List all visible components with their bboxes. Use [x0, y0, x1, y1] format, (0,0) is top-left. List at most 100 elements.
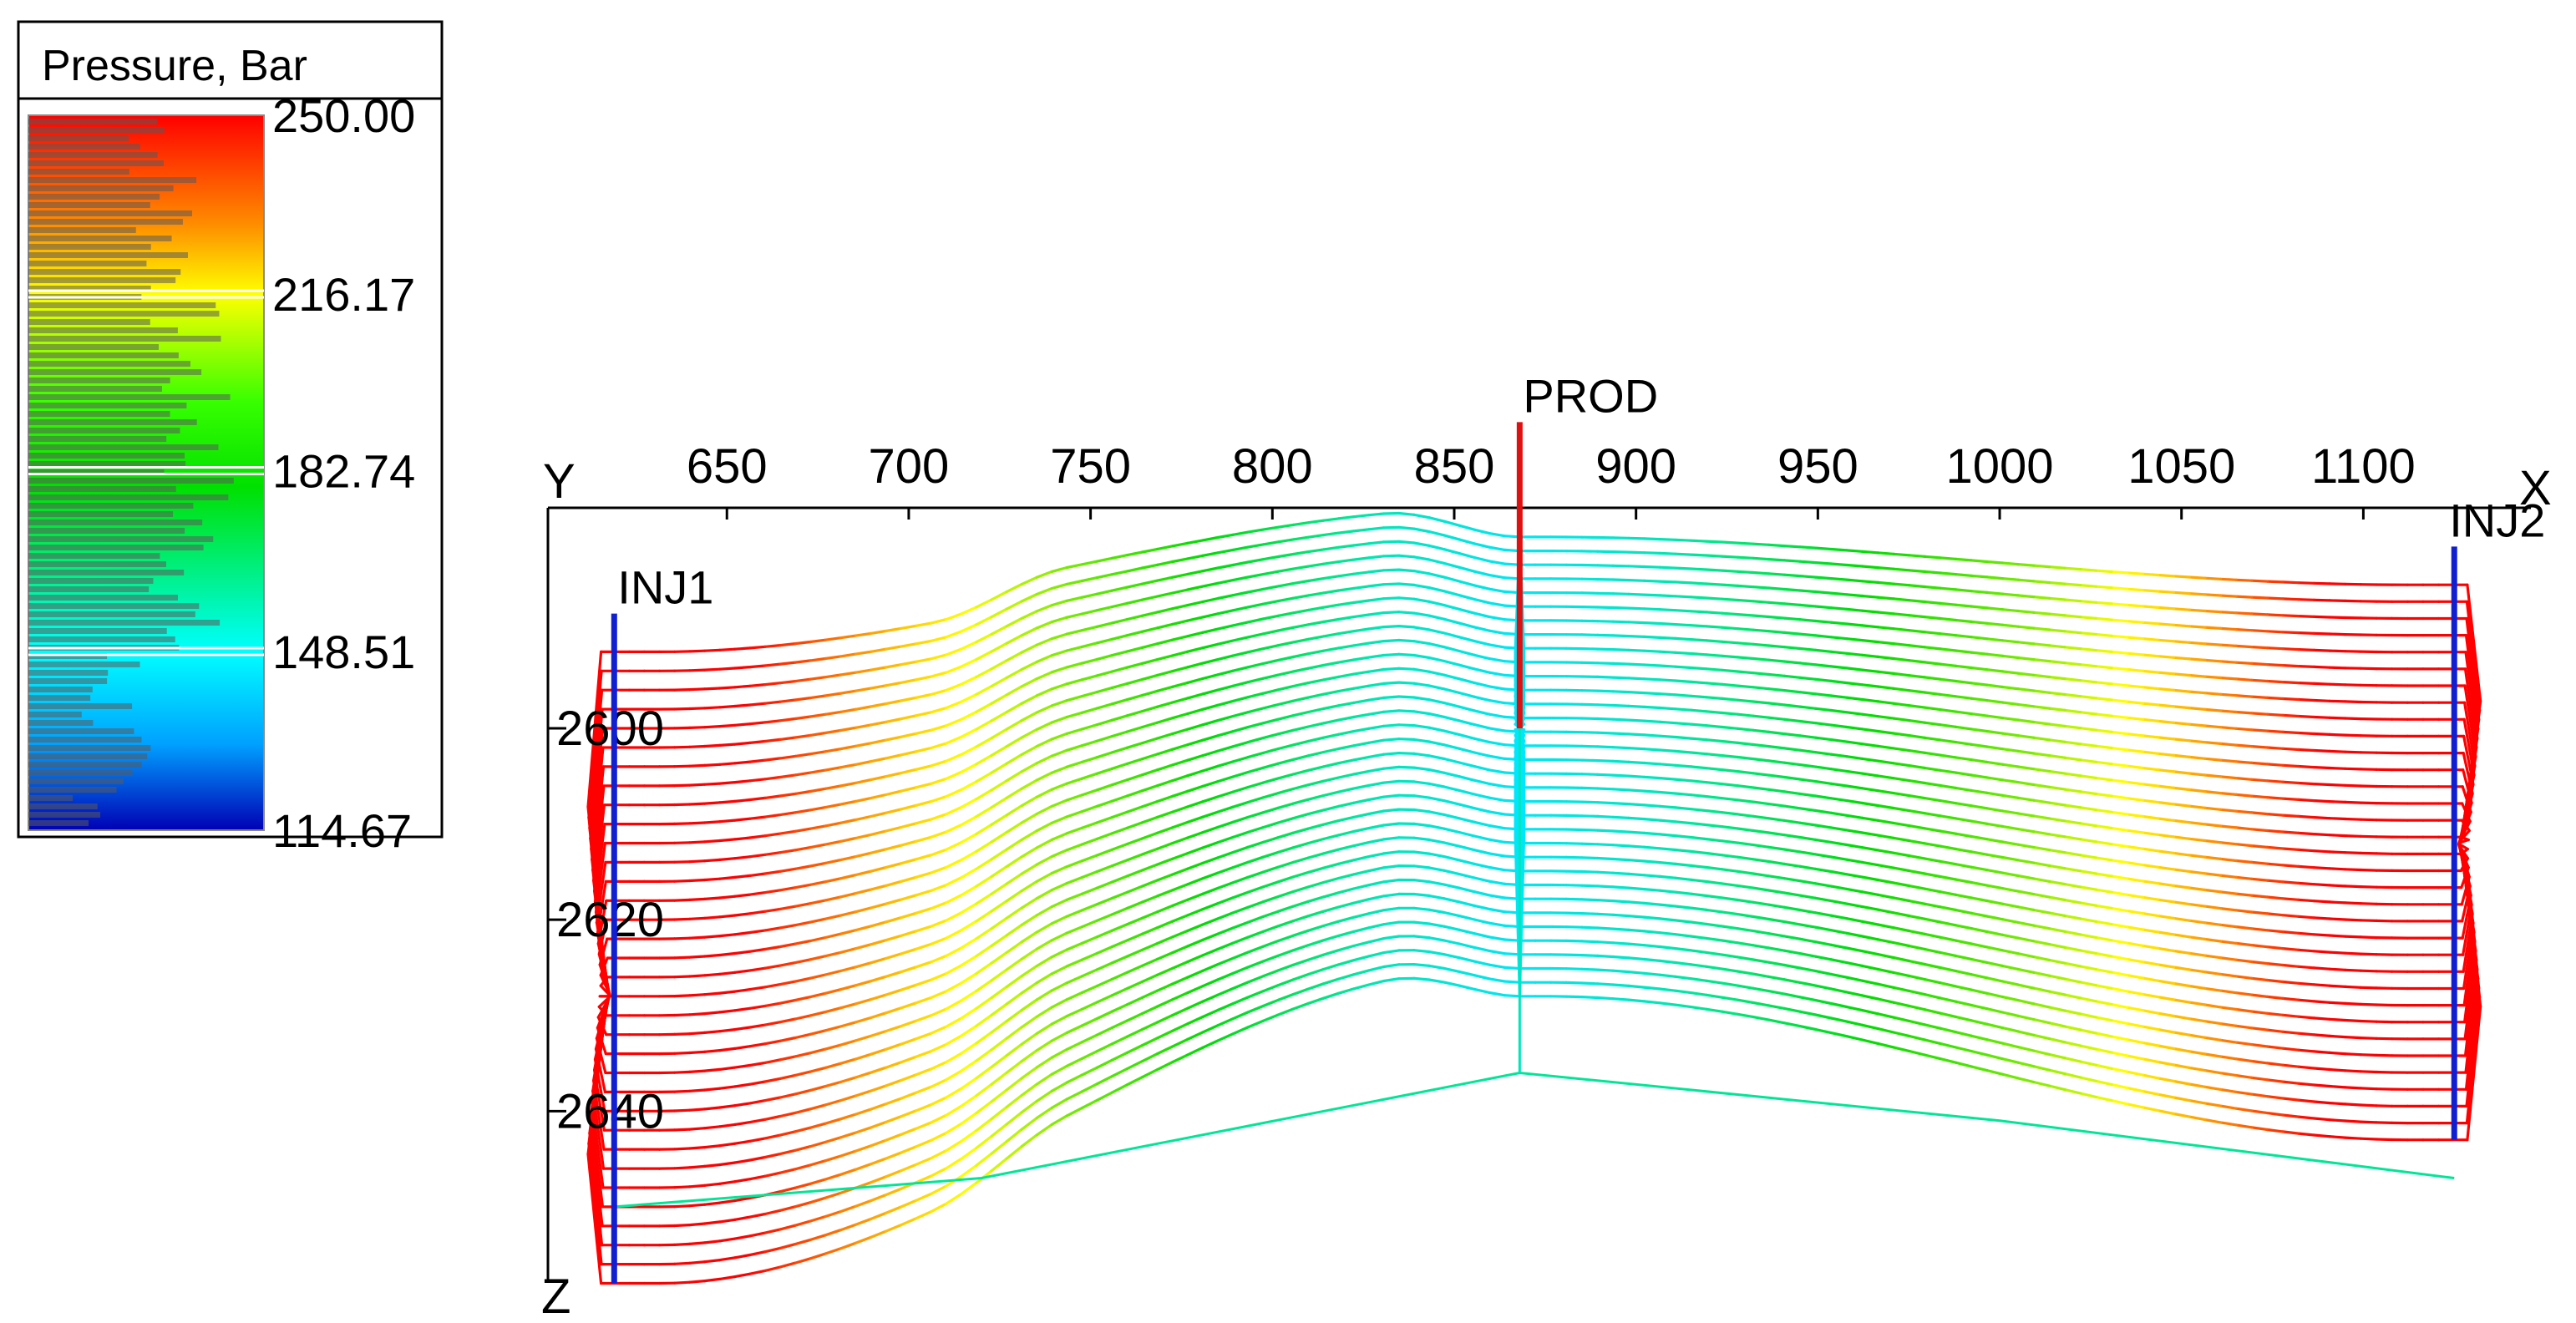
legend-histogram-bar [28, 277, 176, 283]
streamline [1518, 727, 2481, 1108]
streamline [1518, 727, 2477, 1024]
streamline [1518, 716, 2472, 843]
legend-histogram-bar [28, 478, 234, 484]
legend-histogram-bar [28, 461, 186, 467]
legend-histogram-bar [28, 662, 140, 667]
legend-histogram-bar [28, 419, 197, 425]
streamline [1518, 727, 2471, 844]
legend-histogram-bar [28, 344, 160, 350]
legend-tick-label: 216.17 [272, 268, 415, 321]
legend-histogram-bar [28, 244, 151, 250]
legend-histogram-bar [28, 528, 185, 534]
legend-histogram-bar [28, 503, 194, 509]
legend-histogram-bar [28, 135, 129, 141]
z-tick-label: 2640 [556, 1084, 664, 1138]
legend-histogram-bar [28, 536, 214, 542]
legend-tick-labels: 250.00 216.17 182.74 148.51 114.67 [272, 89, 415, 857]
legend-histogram-bar [28, 762, 142, 768]
x-tick-label: 1000 [1946, 439, 2054, 494]
legend-histogram-bar [28, 160, 164, 166]
legend-histogram-bar [28, 169, 129, 175]
legend-histogram-bar [28, 545, 204, 550]
streamline [596, 695, 1522, 993]
legend-tick-label: 250.00 [272, 89, 415, 142]
x-tick-label: 750 [1050, 439, 1131, 494]
legend-tick-label: 114.67 [272, 804, 412, 857]
legend-histogram-bar [28, 202, 150, 208]
legend-histogram-bar [28, 144, 140, 150]
legend-histogram-bar [28, 152, 158, 158]
legend-histogram-bar [28, 236, 172, 241]
legend-histogram [28, 119, 234, 826]
legend-histogram-bar [28, 687, 93, 692]
legend-histogram-bar [28, 653, 108, 659]
legend-histogram-bar [28, 703, 133, 709]
legend-histogram-bar [28, 578, 154, 584]
legend-histogram-bar [28, 361, 190, 367]
legend-histogram-bar [28, 812, 101, 818]
legend-histogram-bar [28, 511, 174, 517]
streamlines [586, 511, 2482, 1285]
legend-histogram-bar [28, 570, 185, 575]
legend-tick-label: 182.74 [272, 444, 415, 497]
legend-histogram-bar [28, 352, 179, 358]
streamline [1518, 727, 2472, 940]
legend-histogram-bar [28, 386, 162, 392]
streamline [1518, 727, 2469, 856]
legend-histogram-bar [28, 695, 91, 701]
legend-title: Pressure, Bar [42, 42, 307, 90]
legend-histogram-bar [28, 611, 195, 617]
axes: 650 700 750 800 850 900 950 1000 1050 1100 2600 262… [541, 439, 2552, 1323]
legend-histogram-bar [28, 712, 82, 717]
legend-histogram-bar [28, 670, 109, 676]
legend-histogram-bar [28, 428, 180, 433]
legend-histogram-bar [28, 252, 188, 258]
x-tick-label: 900 [1595, 439, 1676, 494]
x-tick-label: 800 [1232, 439, 1313, 494]
legend-histogram-bar [28, 403, 187, 408]
legend-histogram-bar [28, 327, 178, 333]
well-label-inj2: INJ2 [2449, 494, 2545, 546]
legend-histogram-bar [28, 369, 202, 375]
legend-histogram-bar [28, 603, 200, 609]
legend-histogram-bar [28, 185, 174, 191]
legend-histogram-bar [28, 561, 166, 567]
wells: INJ1 PROD INJ2 [611, 369, 2545, 1284]
legend-histogram-bar [28, 394, 231, 400]
legend-histogram-bar [28, 787, 117, 793]
legend-histogram-bar [28, 586, 150, 592]
well-label-inj1: INJ1 [617, 561, 713, 614]
legend-histogram-bar [28, 820, 89, 826]
x-tick-label: 1100 [2311, 439, 2416, 494]
legend-histogram-bar [28, 745, 151, 751]
legend-histogram-bar [28, 803, 98, 809]
legend-histogram-bar [28, 319, 150, 325]
legend-histogram-bar [28, 678, 108, 684]
legend-histogram-bar [28, 595, 178, 601]
legend-histogram-bar [28, 620, 221, 626]
streamline [1518, 727, 2470, 844]
legend-histogram-bar [28, 219, 183, 225]
legend-histogram-bar [28, 636, 175, 642]
legend-histogram-bar [28, 778, 124, 784]
well-label-prod: PROD [1523, 369, 1658, 422]
legend-histogram-bar [28, 261, 147, 266]
legend-histogram-bar [28, 444, 219, 450]
streamline [599, 727, 1522, 997]
streamline [1518, 605, 2478, 836]
legend-histogram-bar [28, 795, 74, 801]
x-tick-label: 1050 [2127, 439, 2235, 494]
streamline [1518, 727, 2482, 1125]
legend-histogram-bar [28, 119, 158, 124]
legend-histogram-bar [28, 486, 176, 492]
streamline [591, 727, 1522, 1170]
legend-histogram-bar [28, 127, 165, 133]
legend-histogram-bar [28, 286, 151, 291]
legend-histogram-bar [28, 520, 203, 525]
x-tick-label: 700 [869, 439, 950, 494]
legend-histogram-bar [28, 770, 133, 776]
legend-histogram-bar [28, 494, 229, 500]
z-axis-label: Z [541, 1270, 570, 1323]
streamline [1518, 688, 2473, 841]
streamline [595, 667, 1522, 991]
